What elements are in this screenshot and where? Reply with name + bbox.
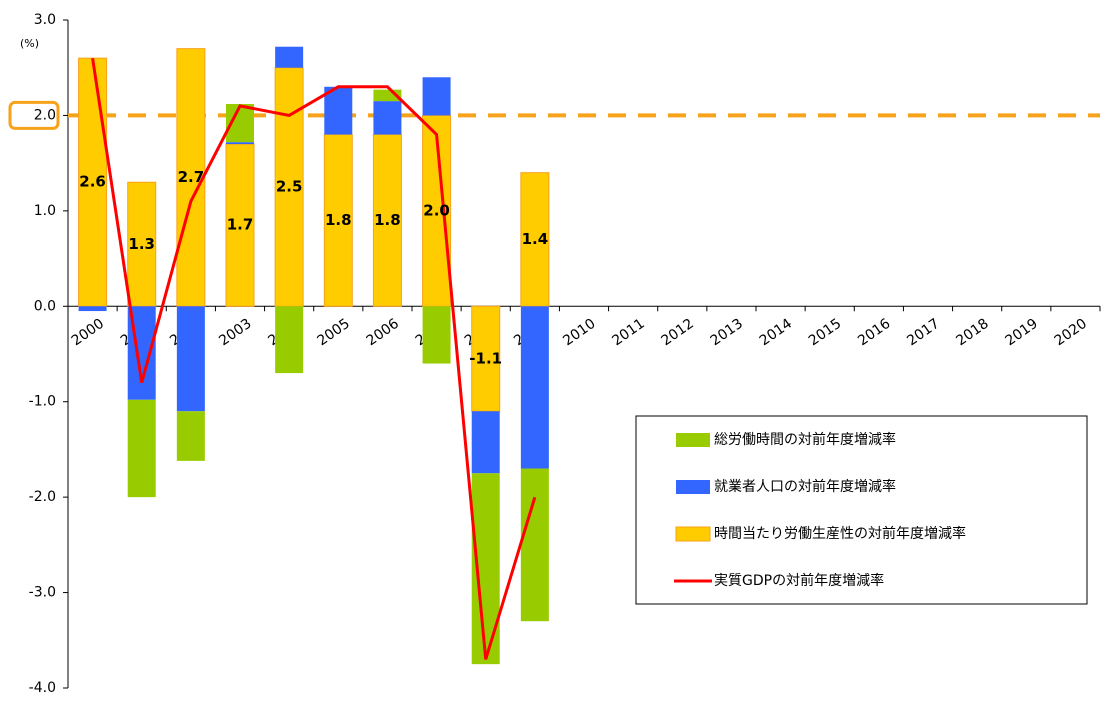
- bar: [127, 399, 156, 498]
- x-tick-label: 2006: [364, 316, 402, 350]
- x-tick-label: 2010: [560, 316, 598, 350]
- x-tick-label: 2003: [216, 316, 254, 350]
- legend-label: 実質GDPの対前年度増減率: [714, 572, 884, 589]
- bar: [275, 306, 304, 374]
- y-tick-label: -3.0: [29, 585, 56, 601]
- bar: [324, 86, 353, 135]
- bar: [471, 305, 501, 412]
- legend-label: 就業者人口の対前年度増減率: [714, 478, 896, 495]
- y-tick-label: -4.0: [29, 680, 56, 696]
- x-tick-label: 2019: [1003, 316, 1041, 350]
- bar: [275, 46, 304, 68]
- x-tick-label: 2016: [855, 316, 893, 350]
- legend-label: 時間当たり労働生産性の対前年度増減率: [714, 525, 966, 542]
- data-label: 1.7: [227, 216, 254, 234]
- data-label: -1.1: [469, 349, 502, 367]
- legend-label: 総労働時間の対前年度増減率: [714, 431, 896, 448]
- x-tick-label: 2012: [659, 316, 697, 350]
- data-label: 2.7: [178, 168, 205, 186]
- bar: [225, 143, 255, 307]
- legend-swatch: [676, 433, 710, 447]
- bar: [422, 77, 451, 116]
- x-tick-label: 2013: [708, 316, 746, 350]
- bar: [520, 306, 549, 469]
- data-label: 2.5: [276, 178, 303, 196]
- bar: [78, 57, 108, 307]
- data-label: 2.0: [423, 201, 450, 219]
- y-tick-label: 2.0: [34, 107, 56, 123]
- bar: [78, 306, 107, 312]
- legend-swatch: [675, 526, 711, 542]
- x-tick-label: 2015: [806, 316, 844, 350]
- y-tick-label: -2.0: [29, 489, 56, 505]
- legend-box: [635, 415, 1088, 605]
- y-tick-label: 0.0: [34, 298, 56, 314]
- bar: [323, 134, 353, 307]
- bar: [372, 134, 402, 307]
- legend: 総労働時間の対前年度増減率就業者人口の対前年度増減率時間当たり労働生産性の対前年…: [635, 415, 1088, 605]
- data-label: 1.3: [128, 235, 155, 253]
- bar: [274, 67, 304, 307]
- bar: [373, 89, 402, 102]
- reference-label-box: [8, 100, 60, 130]
- bar: [520, 468, 549, 622]
- bar: [422, 306, 451, 364]
- bar: [176, 411, 205, 461]
- x-tick-label: 2017: [904, 316, 942, 350]
- bar: [520, 172, 550, 307]
- bar: [226, 142, 254, 145]
- y-tick-label: -1.0: [29, 394, 56, 410]
- bar: [471, 411, 500, 474]
- y-unit-label: (%): [20, 37, 39, 50]
- y-tick-label: 1.0: [34, 203, 56, 219]
- line: [91, 57, 537, 660]
- x-tick-label: 2005: [315, 316, 353, 350]
- x-tick-label: 2014: [757, 316, 795, 350]
- legend-swatch: [676, 480, 710, 494]
- x-tick-label: 2000: [69, 316, 107, 350]
- y-tick-label: 3.0: [34, 12, 56, 28]
- data-label: 1.8: [325, 211, 352, 229]
- bar: [373, 101, 402, 135]
- x-tick-label: 2020: [1052, 316, 1090, 350]
- x-tick-label: 2011: [609, 316, 647, 350]
- bar: [127, 181, 157, 307]
- bar: [176, 48, 206, 307]
- x-tick-label: 2018: [953, 316, 991, 350]
- data-label: 1.4: [522, 230, 549, 248]
- bar: [176, 306, 205, 412]
- data-label: 1.8: [374, 211, 401, 229]
- data-label: 2.6: [79, 173, 106, 191]
